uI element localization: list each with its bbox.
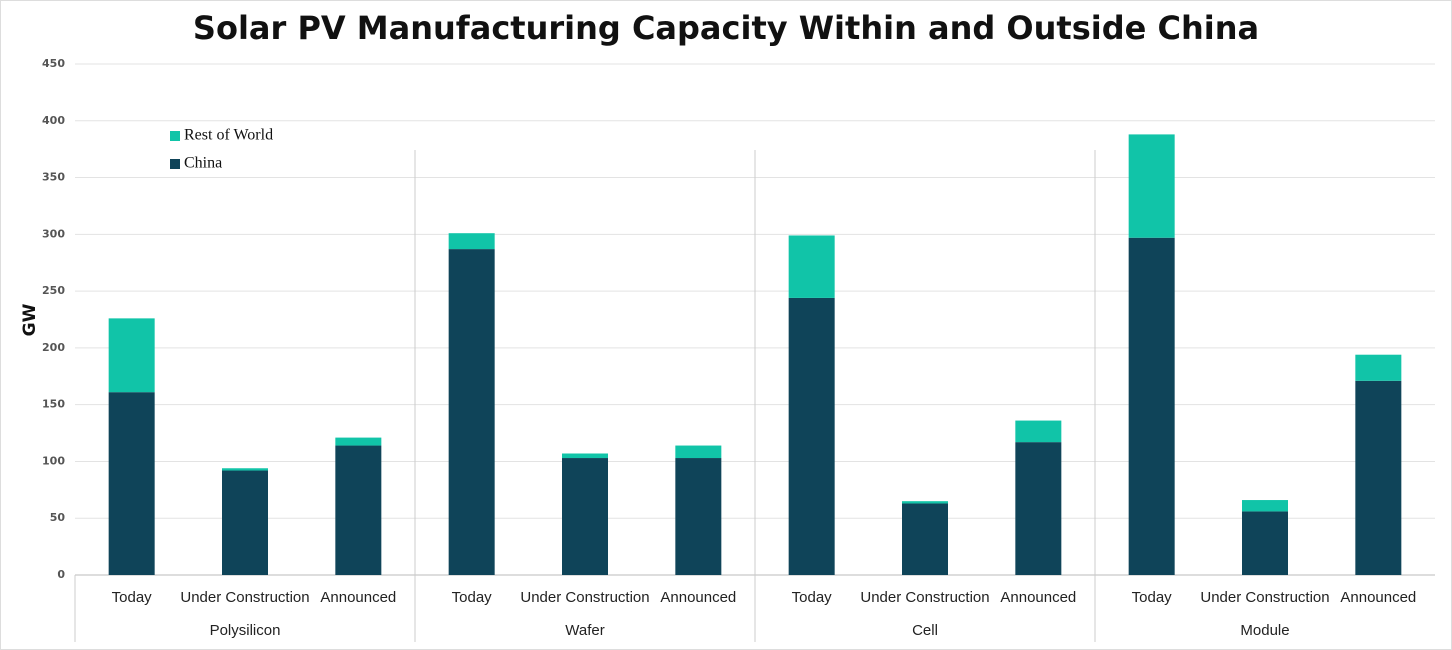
chart-title: Solar PV Manufacturing Capacity Within a…: [193, 9, 1259, 47]
x-tick-label: Under Construction: [520, 589, 649, 606]
bar: [902, 501, 948, 504]
bar: [675, 445, 722, 459]
x-tick-label: Today: [112, 589, 153, 606]
y-tick-label: 250: [42, 284, 65, 297]
y-axis-label: GW: [20, 303, 40, 336]
bar: [108, 318, 155, 393]
bar: [1355, 380, 1402, 575]
bar: [222, 470, 268, 575]
bar: [448, 249, 495, 575]
group-label: Polysilicon: [210, 622, 281, 639]
bar: [108, 392, 155, 575]
bar: [335, 437, 382, 446]
x-tick-label: Announced: [1340, 589, 1416, 606]
bar: [902, 503, 948, 575]
bar: [1015, 442, 1062, 575]
bar: [562, 458, 608, 575]
legend-swatch: [170, 159, 180, 169]
bar: [1128, 237, 1175, 576]
bar: [788, 235, 835, 298]
y-tick-label: 150: [42, 398, 65, 411]
group-label: Cell: [912, 622, 938, 639]
bar: [1355, 354, 1402, 381]
y-tick-label: 0: [57, 568, 65, 581]
x-tick-label: Today: [792, 589, 833, 606]
y-tick-label: 50: [50, 511, 66, 524]
x-tick-label: Announced: [320, 589, 396, 606]
y-tick-label: 200: [42, 341, 65, 354]
x-tick-label: Under Construction: [1200, 589, 1329, 606]
bar: [562, 453, 608, 459]
x-tick-label: Under Construction: [860, 589, 989, 606]
bar: [335, 445, 382, 575]
legend-label: Rest of World: [184, 127, 273, 144]
legend-swatch: [170, 131, 180, 141]
bar: [222, 468, 268, 471]
legend-label: China: [184, 155, 222, 172]
x-tick-label: Today: [1132, 589, 1173, 606]
x-tick-label: Under Construction: [180, 589, 309, 606]
y-tick-label: 350: [42, 171, 65, 184]
y-tick-label: 400: [42, 114, 65, 127]
y-tick-label: 100: [42, 454, 65, 467]
y-tick-label: 300: [42, 227, 65, 240]
y-tick-label: 450: [42, 57, 65, 70]
bar: [1015, 420, 1062, 443]
x-tick-label: Today: [452, 589, 493, 606]
bar: [1242, 500, 1288, 512]
group-label: Wafer: [565, 622, 604, 639]
bar: [1128, 134, 1175, 238]
bar: [788, 297, 835, 575]
x-tick-label: Announced: [1000, 589, 1076, 606]
bar: [448, 233, 495, 250]
bar: [675, 458, 722, 575]
bar: [1242, 511, 1288, 575]
group-label: Module: [1240, 622, 1289, 639]
x-tick-label: Announced: [660, 589, 736, 606]
